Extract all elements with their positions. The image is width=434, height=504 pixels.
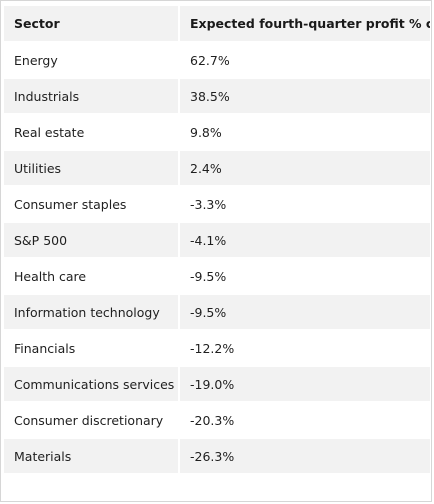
sector-profit-table: Sector Expected fourth-quarter profit % … [2, 4, 432, 475]
column-header-sector: Sector [4, 6, 178, 41]
sector-cell: Financials [4, 331, 178, 365]
sector-cell: Consumer staples [4, 187, 178, 221]
profit-change-cell: -26.3% [180, 439, 430, 473]
sector-cell: Energy [4, 43, 178, 77]
profit-change-cell: 38.5% [180, 79, 430, 113]
profit-change-cell: 2.4% [180, 151, 430, 185]
profit-change-cell: 62.7% [180, 43, 430, 77]
table-row: Materials -26.3% [4, 439, 430, 473]
sector-cell: Health care [4, 259, 178, 293]
table-row: S&P 500 -4.1% [4, 223, 430, 257]
table-row: Information technology -9.5% [4, 295, 430, 329]
sector-cell: Industrials [4, 79, 178, 113]
table-row: Real estate 9.8% [4, 115, 430, 149]
table-row: Energy 62.7% [4, 43, 430, 77]
profit-change-cell: -9.5% [180, 295, 430, 329]
table-header-row: Sector Expected fourth-quarter profit % … [4, 6, 430, 41]
table-row: Industrials 38.5% [4, 79, 430, 113]
table-row: Utilities 2.4% [4, 151, 430, 185]
profit-change-cell: -9.5% [180, 259, 430, 293]
profit-change-cell: -20.3% [180, 403, 430, 437]
sector-cell: Real estate [4, 115, 178, 149]
table-row: Consumer discretionary -20.3% [4, 403, 430, 437]
table-row: Communications services -19.0% [4, 367, 430, 401]
sector-cell: S&P 500 [4, 223, 178, 257]
sector-cell: Consumer discretionary [4, 403, 178, 437]
profit-change-cell: -4.1% [180, 223, 430, 257]
table-body: Energy 62.7% Industrials 38.5% Real esta… [4, 43, 430, 473]
profit-change-cell: -3.3% [180, 187, 430, 221]
profit-change-cell: -19.0% [180, 367, 430, 401]
sector-cell: Utilities [4, 151, 178, 185]
column-header-profit-change: Expected fourth-quarter profit % ch. [180, 6, 430, 41]
table-row: Health care -9.5% [4, 259, 430, 293]
profit-change-cell: 9.8% [180, 115, 430, 149]
sector-cell: Information technology [4, 295, 178, 329]
table-row: Consumer staples -3.3% [4, 187, 430, 221]
table-row: Financials -12.2% [4, 331, 430, 365]
sector-cell: Communications services [4, 367, 178, 401]
profit-change-cell: -12.2% [180, 331, 430, 365]
sector-cell: Materials [4, 439, 178, 473]
